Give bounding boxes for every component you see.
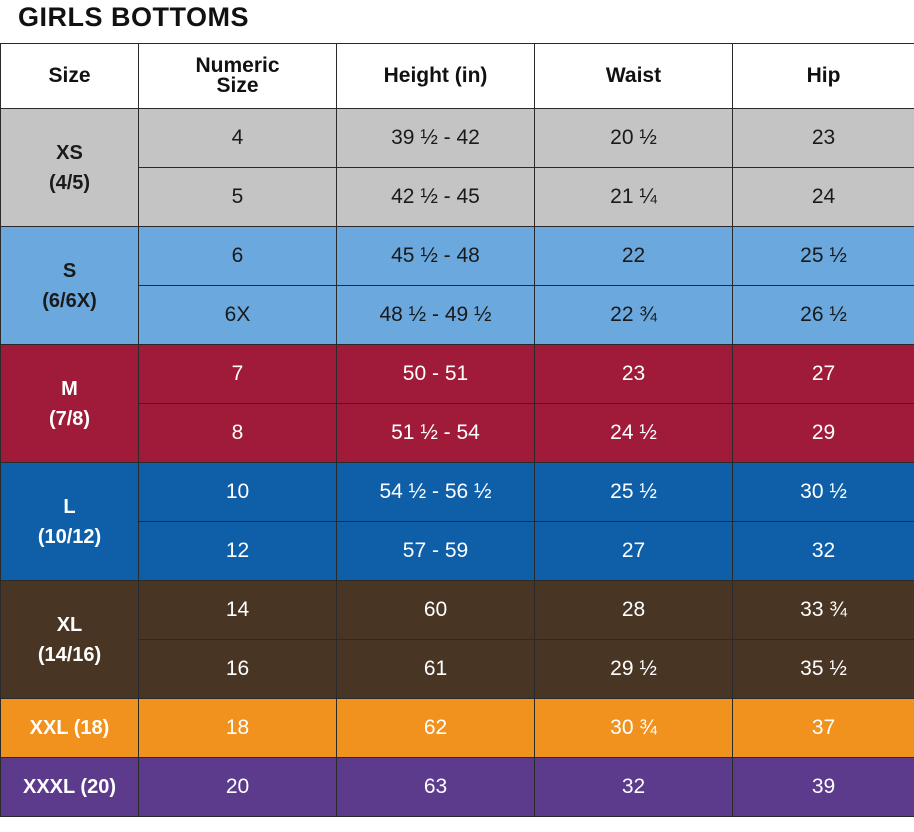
numeric-size-cell: 10 — [138, 462, 337, 522]
height-cell: 57 - 59 — [336, 521, 535, 581]
waist-cell: 25 ½ — [534, 462, 733, 522]
height-cell: 62 — [336, 698, 535, 758]
size-cell-xxl: XXL (18) — [0, 698, 139, 758]
height-cell: 54 ½ - 56 ½ — [336, 462, 535, 522]
hip-cell: 39 — [732, 757, 914, 817]
table-row: 8 51 ½ - 54 24 ½ 29 — [1, 403, 914, 463]
table-row: XL (14/16) 14 60 28 33 ¾ — [0, 580, 914, 699]
height-cell: 39 ½ - 42 — [336, 108, 535, 168]
header-numeric-size: Numeric Size — [138, 43, 337, 109]
size-cell-xl: XL (14/16) — [0, 580, 139, 699]
waist-cell: 32 — [534, 757, 733, 817]
waist-cell: 24 ½ — [534, 403, 733, 463]
waist-cell: 22 — [534, 226, 733, 286]
waist-cell: 28 — [534, 580, 733, 640]
table-body: XS (4/5) 4 39 ½ - 42 20 ½ 23 5 42 ½ - 45… — [0, 108, 914, 817]
table-row: S (6/6X) 6 45 ½ - 48 22 25 ½ — [0, 226, 914, 345]
table-row: XXL (18) 18 62 30 ¾ 37 — [0, 698, 914, 758]
waist-cell: 27 — [534, 521, 733, 581]
height-cell: 48 ½ - 49 ½ — [336, 285, 535, 345]
table-row: 12 57 - 59 27 32 — [1, 521, 914, 581]
size-label: L — [63, 495, 76, 518]
height-cell: 63 — [336, 757, 535, 817]
header-numeric-size-line2: Size — [216, 74, 259, 97]
numeric-size-cell: 18 — [138, 698, 337, 758]
hip-cell: 23 — [732, 108, 914, 168]
hip-cell: 32 — [732, 521, 914, 581]
height-cell: 60 — [336, 580, 535, 640]
hip-cell: 26 ½ — [732, 285, 914, 345]
height-cell: 50 - 51 — [336, 344, 535, 404]
numeric-size-cell: 8 — [138, 403, 337, 463]
header-numeric-size-line1: Numeric — [195, 54, 280, 77]
table-row: 16 61 29 ½ 35 ½ — [1, 639, 914, 699]
table-row: 6X 48 ½ - 49 ½ 22 ¾ 26 ½ — [1, 285, 914, 345]
numeric-size-cell: 20 — [138, 757, 337, 817]
size-label: XL — [56, 613, 83, 636]
numeric-size-cell: 5 — [138, 167, 337, 227]
hip-cell: 30 ½ — [732, 462, 914, 522]
size-range: (6/6X) — [42, 289, 97, 312]
size-range: (4/5) — [48, 171, 91, 194]
table-row: 5 42 ½ - 45 21 ¼ 24 — [1, 167, 914, 227]
header-size: Size — [0, 43, 139, 109]
numeric-size-cell: 12 — [138, 521, 337, 581]
waist-cell: 22 ¾ — [534, 285, 733, 345]
header-height: Height (in) — [336, 43, 535, 109]
size-cell-xxxl: XXXL (20) — [0, 757, 139, 817]
hip-cell: 33 ¾ — [732, 580, 914, 640]
hip-cell: 24 — [732, 167, 914, 227]
size-label: XXL (18) — [29, 717, 110, 739]
height-cell: 51 ½ - 54 — [336, 403, 535, 463]
size-range: (7/8) — [48, 407, 91, 430]
table-row: M (7/8) 7 50 - 51 23 27 — [0, 344, 914, 463]
hip-cell: 27 — [732, 344, 914, 404]
numeric-size-cell: 14 — [138, 580, 337, 640]
numeric-size-cell: 16 — [138, 639, 337, 699]
height-cell: 45 ½ - 48 — [336, 226, 535, 286]
numeric-size-cell: 4 — [138, 108, 337, 168]
hip-cell: 35 ½ — [732, 639, 914, 699]
table-header: Size Numeric Size Height (in) Waist Hip — [0, 43, 914, 109]
header-waist: Waist — [534, 43, 733, 109]
size-chart-table: Size Numeric Size Height (in) Waist Hip … — [0, 43, 914, 817]
table-row: L (10/12) 10 54 ½ - 56 ½ 25 ½ 30 ½ — [0, 462, 914, 581]
waist-cell: 23 — [534, 344, 733, 404]
numeric-size-cell: 6X — [138, 285, 337, 345]
header-row: Size Numeric Size Height (in) Waist Hip — [0, 43, 914, 109]
size-cell-l: L (10/12) — [0, 462, 139, 581]
header-hip: Hip — [732, 43, 914, 109]
numeric-size-cell: 6 — [138, 226, 337, 286]
height-cell: 61 — [336, 639, 535, 699]
size-label: M — [61, 377, 78, 400]
hip-cell: 37 — [732, 698, 914, 758]
size-cell-s: S (6/6X) — [0, 226, 139, 345]
size-cell-xs: XS (4/5) — [0, 108, 139, 227]
hip-cell: 25 ½ — [732, 226, 914, 286]
size-range: (14/16) — [37, 643, 102, 666]
size-range: (10/12) — [37, 525, 102, 548]
size-label: XXXL (20) — [23, 776, 116, 798]
size-label: XS — [56, 141, 83, 164]
waist-cell: 30 ¾ — [534, 698, 733, 758]
hip-cell: 29 — [732, 403, 914, 463]
size-cell-m: M (7/8) — [0, 344, 139, 463]
numeric-size-cell: 7 — [138, 344, 337, 404]
waist-cell: 21 ¼ — [534, 167, 733, 227]
waist-cell: 29 ½ — [534, 639, 733, 699]
table-row: XS (4/5) 4 39 ½ - 42 20 ½ 23 — [0, 108, 914, 227]
size-label: S — [62, 259, 77, 282]
waist-cell: 20 ½ — [534, 108, 733, 168]
page-title: GIRLS BOTTOMS — [18, 2, 250, 32]
height-cell: 42 ½ - 45 — [336, 167, 535, 227]
table-row: XXXL (20) 20 63 32 39 — [0, 757, 914, 817]
